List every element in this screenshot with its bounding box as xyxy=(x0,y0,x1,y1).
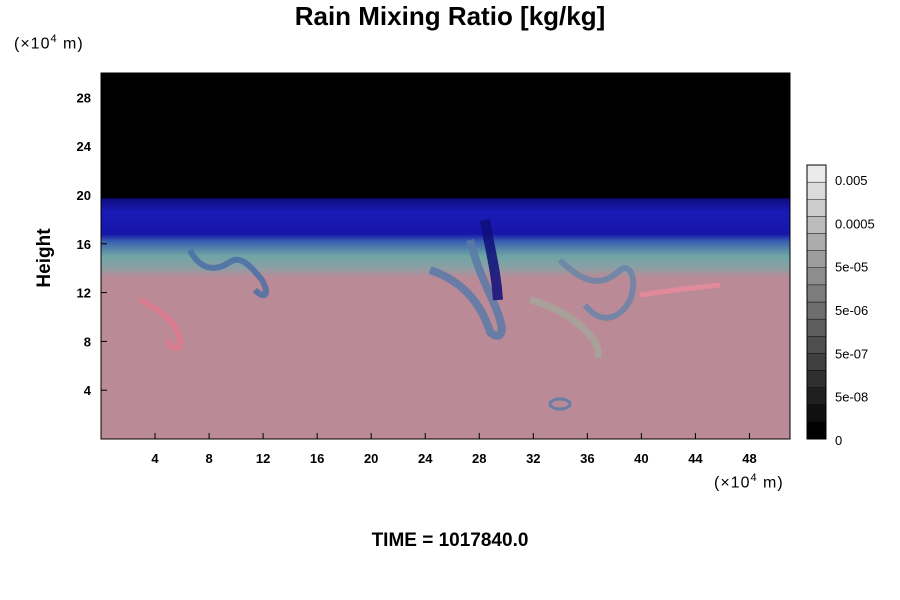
plume-left xyxy=(187,248,269,299)
colorbar-label: 0.005 xyxy=(835,173,868,188)
colorbar-label: 5e-05 xyxy=(835,260,868,275)
plume-right xyxy=(557,257,637,321)
plume-center xyxy=(428,239,506,340)
small-eddy xyxy=(548,397,572,411)
plot-frame xyxy=(100,72,791,440)
colorbar-step xyxy=(806,216,827,234)
colorbar-step xyxy=(806,181,827,200)
x-tick-label: 12 xyxy=(256,451,270,466)
colorbar-step xyxy=(806,250,827,268)
plume-structures xyxy=(138,219,721,411)
x-tick-label: 24 xyxy=(418,451,433,466)
x-tick-label: 44 xyxy=(688,451,703,466)
x-axis-ticks: 4 8 12 16 20 24 28 32 36 40 44 48 xyxy=(151,433,757,466)
colorbar-steps xyxy=(806,164,827,440)
colorbar-frame xyxy=(806,164,827,440)
time-footer: TIME = 1017840.0 xyxy=(371,530,529,551)
pink-streak-right xyxy=(639,282,721,298)
y-axis-unit: (×104 m) xyxy=(14,33,84,53)
field-background xyxy=(101,73,790,439)
y-axis-ticks: 4 8 12 16 20 24 28 xyxy=(77,90,107,398)
y-tick-label: 8 xyxy=(84,334,91,349)
y-tick-label: 16 xyxy=(77,237,91,252)
colorbar-step xyxy=(806,267,827,286)
x-tick-label: 20 xyxy=(364,451,378,466)
x-tick-label: 4 xyxy=(151,451,159,466)
colorbar-step xyxy=(806,199,827,217)
colorbar-label: 5e-08 xyxy=(835,390,868,405)
x-tick-label: 40 xyxy=(634,451,648,466)
plume-center-dark xyxy=(480,219,503,301)
x-tick-label: 28 xyxy=(472,451,486,466)
pink-streak-left xyxy=(138,297,184,352)
colorbar-step xyxy=(806,370,827,388)
colorbar-label: 0 xyxy=(835,433,842,448)
colorbar-step xyxy=(806,336,827,354)
x-axis-unit: (×104 m) xyxy=(714,472,784,492)
colorbar-label: 0.0005 xyxy=(835,216,875,231)
colorbar-step xyxy=(806,353,827,371)
pink-streak-center xyxy=(529,296,602,359)
colorbar-step xyxy=(806,404,827,423)
colorbar: 0.005 0.0005 5e-05 5e-06 5e-07 5e-08 0 xyxy=(806,164,875,448)
x-tick-label: 8 xyxy=(205,451,212,466)
chart-title: Rain Mixing Ratio [kg/kg] xyxy=(294,1,606,31)
colorbar-step xyxy=(806,164,827,183)
colorbar-labels: 0.005 0.0005 5e-05 5e-06 5e-07 5e-08 0 xyxy=(835,173,875,448)
x-tick-label: 36 xyxy=(580,451,594,466)
y-tick-label: 24 xyxy=(77,139,92,154)
colorbar-label: 5e-07 xyxy=(835,346,868,361)
y-tick-label: 12 xyxy=(77,286,91,301)
x-tick-label: 48 xyxy=(742,451,756,466)
y-tick-label: 20 xyxy=(77,188,91,203)
colorbar-step xyxy=(806,318,827,337)
y-tick-label: 28 xyxy=(77,90,91,105)
y-tick-label: 4 xyxy=(84,383,92,398)
x-tick-label: 16 xyxy=(310,451,324,466)
colorbar-step xyxy=(806,233,827,251)
x-tick-label: 32 xyxy=(526,451,540,466)
colorbar-step xyxy=(806,301,827,320)
colorbar-step xyxy=(806,421,827,440)
colorbar-step xyxy=(806,284,827,303)
colorbar-label: 5e-06 xyxy=(835,303,868,318)
colorbar-step xyxy=(806,387,827,405)
